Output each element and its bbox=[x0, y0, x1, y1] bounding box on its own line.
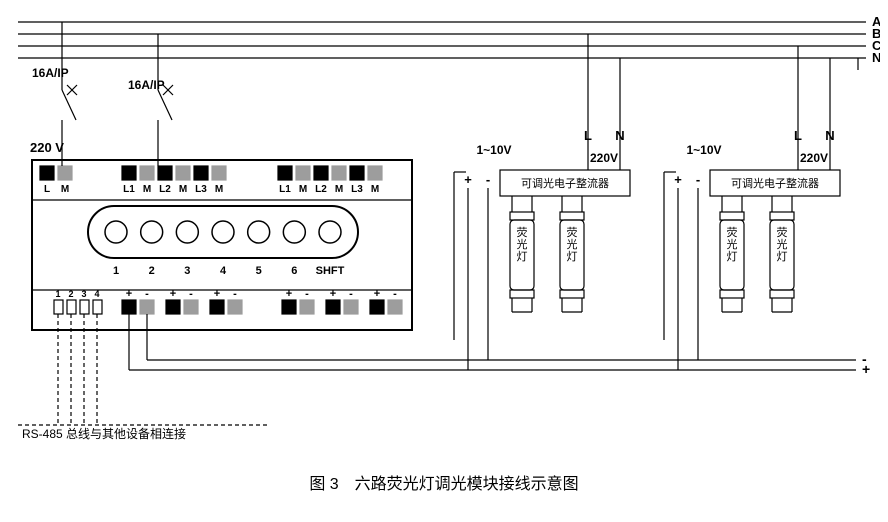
svg-text:L: L bbox=[44, 184, 50, 195]
svg-text:M: M bbox=[371, 184, 379, 195]
svg-text:L1: L1 bbox=[123, 184, 135, 195]
svg-text:+: + bbox=[170, 288, 176, 300]
svg-text:16A/IP: 16A/IP bbox=[32, 66, 69, 80]
svg-text:RS-485 总线与其他设备相连接: RS-485 总线与其他设备相连接 bbox=[22, 426, 186, 441]
svg-text:16A/IP: 16A/IP bbox=[128, 78, 165, 92]
svg-text:3: 3 bbox=[184, 265, 190, 277]
svg-text:220 V: 220 V bbox=[30, 140, 64, 155]
svg-text:-: - bbox=[862, 351, 867, 367]
svg-text:3: 3 bbox=[81, 289, 86, 299]
svg-text:荧: 荧 bbox=[727, 225, 738, 239]
svg-text:灯: 灯 bbox=[727, 250, 738, 263]
svg-text:M: M bbox=[179, 184, 187, 195]
svg-text:6: 6 bbox=[291, 265, 297, 277]
svg-text:可调光电子整流器: 可调光电子整流器 bbox=[731, 176, 819, 190]
svg-text:-: - bbox=[189, 288, 193, 300]
svg-text:+: + bbox=[286, 288, 292, 300]
svg-text:M: M bbox=[215, 184, 223, 195]
svg-text:5: 5 bbox=[256, 265, 262, 277]
svg-text:2: 2 bbox=[68, 289, 73, 299]
svg-text:+: + bbox=[126, 288, 132, 300]
svg-text:光: 光 bbox=[517, 237, 528, 251]
svg-text:M: M bbox=[143, 184, 151, 195]
svg-text:L2: L2 bbox=[159, 184, 171, 195]
svg-text:灯: 灯 bbox=[517, 250, 528, 263]
svg-text:光: 光 bbox=[727, 237, 738, 251]
wiring-diagram: ABCN16A/IP16A/IP220 VLML1ML2ML3ML1ML2ML3… bbox=[10, 10, 880, 450]
svg-text:SHFT: SHFT bbox=[316, 265, 345, 277]
svg-text:1: 1 bbox=[55, 289, 60, 299]
svg-text:+: + bbox=[464, 172, 472, 187]
svg-text:+: + bbox=[374, 288, 380, 300]
svg-text:-: - bbox=[233, 288, 237, 300]
svg-text:1~10V: 1~10V bbox=[476, 143, 511, 157]
svg-text:2: 2 bbox=[149, 265, 155, 277]
svg-text:-: - bbox=[486, 172, 490, 187]
svg-text:灯: 灯 bbox=[567, 250, 578, 263]
svg-text:-: - bbox=[349, 288, 353, 300]
svg-text:L3: L3 bbox=[351, 184, 363, 195]
svg-text:220V: 220V bbox=[800, 151, 828, 165]
svg-text:M: M bbox=[299, 184, 307, 195]
svg-text:4: 4 bbox=[94, 289, 99, 299]
svg-text:1~10V: 1~10V bbox=[686, 143, 721, 157]
svg-text:-: - bbox=[696, 172, 700, 187]
svg-text:-: - bbox=[145, 288, 149, 300]
svg-text:+: + bbox=[214, 288, 220, 300]
svg-text:光: 光 bbox=[567, 237, 578, 251]
svg-text:可调光电子整流器: 可调光电子整流器 bbox=[521, 176, 609, 190]
svg-text:荧: 荧 bbox=[567, 225, 578, 239]
svg-text:M: M bbox=[335, 184, 343, 195]
svg-text:M: M bbox=[61, 184, 69, 195]
svg-text:+: + bbox=[674, 172, 682, 187]
svg-text:1: 1 bbox=[113, 265, 119, 277]
svg-text:N: N bbox=[872, 50, 880, 65]
svg-text:220V: 220V bbox=[590, 151, 618, 165]
svg-text:4: 4 bbox=[220, 265, 227, 277]
svg-text:L2: L2 bbox=[315, 184, 327, 195]
svg-text:荧: 荧 bbox=[517, 225, 528, 239]
svg-text:+: + bbox=[330, 288, 336, 300]
svg-text:光: 光 bbox=[777, 237, 788, 251]
svg-text:L3: L3 bbox=[195, 184, 207, 195]
svg-text:-: - bbox=[305, 288, 309, 300]
svg-text:荧: 荧 bbox=[777, 225, 788, 239]
svg-text:-: - bbox=[393, 288, 397, 300]
figure-caption: 图 3 六路荧光灯调光模块接线示意图 bbox=[10, 470, 878, 494]
svg-text:灯: 灯 bbox=[777, 250, 788, 263]
svg-text:L1: L1 bbox=[279, 184, 291, 195]
